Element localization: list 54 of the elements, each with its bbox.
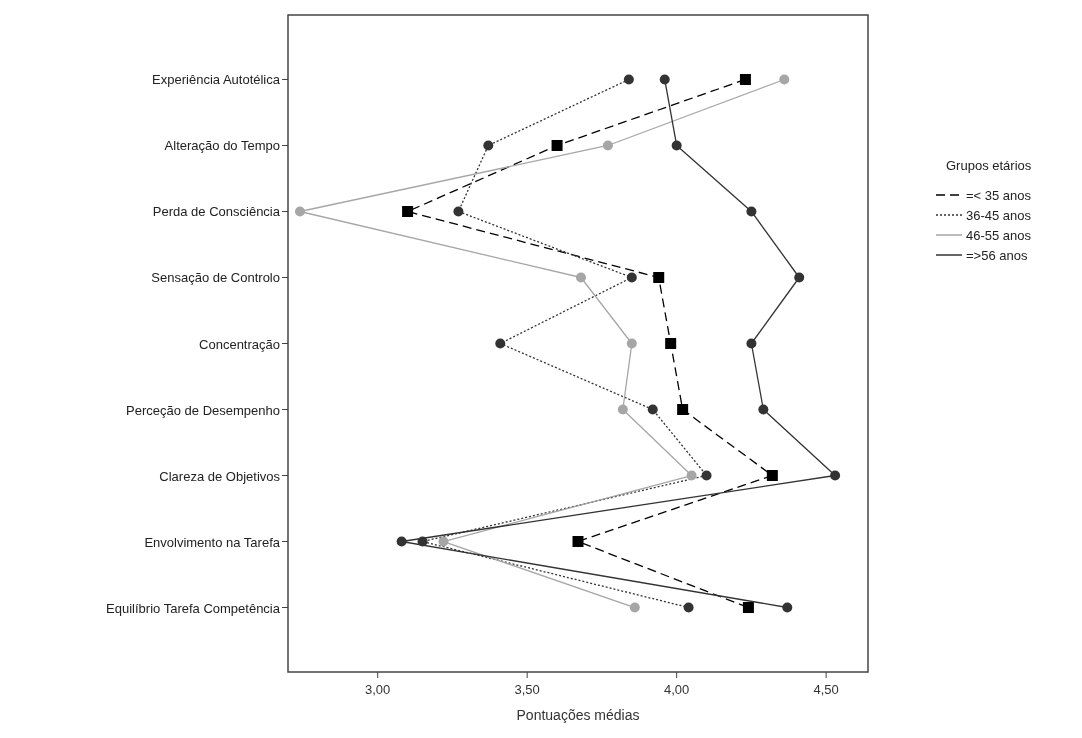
point bbox=[626, 338, 637, 349]
point bbox=[766, 470, 778, 482]
y-tick-label: Concentração bbox=[199, 336, 280, 352]
point bbox=[402, 205, 414, 217]
point bbox=[572, 536, 584, 548]
point bbox=[653, 272, 665, 283]
point bbox=[602, 140, 613, 151]
point bbox=[659, 74, 670, 85]
point bbox=[742, 602, 754, 614]
point bbox=[746, 206, 757, 217]
point bbox=[686, 470, 697, 481]
point bbox=[830, 470, 841, 481]
y-tick-label: Alteração do Tempo bbox=[164, 138, 280, 154]
y-tick-label: Experiência Autotélica bbox=[152, 72, 281, 88]
point bbox=[623, 74, 634, 85]
point bbox=[575, 272, 586, 283]
legend-label: 36-45 anos bbox=[966, 208, 1032, 223]
point bbox=[671, 140, 682, 151]
x-tick-label: 3,50 bbox=[514, 682, 540, 697]
point bbox=[758, 404, 769, 415]
point bbox=[438, 536, 449, 547]
point bbox=[396, 536, 407, 547]
x-tick-label: 4,50 bbox=[813, 682, 839, 697]
point bbox=[794, 272, 805, 283]
y-tick-label: Sensação de Controlo bbox=[151, 270, 280, 286]
point bbox=[495, 338, 506, 349]
point bbox=[551, 139, 563, 151]
x-axis-title: Pontuações médias bbox=[516, 707, 640, 723]
point bbox=[746, 338, 757, 349]
y-tick-label: Clareza de Objetivos bbox=[159, 468, 281, 484]
point bbox=[701, 470, 712, 481]
point bbox=[626, 272, 637, 283]
point bbox=[617, 404, 628, 415]
point bbox=[629, 602, 640, 613]
legend-title: Grupos etários bbox=[946, 158, 1032, 173]
y-tick-label: Perda de Consciência bbox=[152, 204, 281, 220]
legend-label: 46-55 anos bbox=[966, 228, 1032, 243]
legend-label: =< 35 anos bbox=[966, 188, 1032, 203]
legend-label: =>56 anos bbox=[966, 248, 1028, 263]
point bbox=[683, 602, 694, 613]
y-tick-label: Equilíbrio Tarefa Competência bbox=[106, 600, 281, 616]
point bbox=[739, 73, 751, 85]
point bbox=[294, 206, 305, 217]
x-tick-label: 3,00 bbox=[365, 682, 391, 697]
point bbox=[779, 74, 790, 85]
point bbox=[483, 140, 494, 151]
y-tick-label: Envolvimento na Tarefa bbox=[144, 534, 281, 550]
point bbox=[647, 404, 658, 415]
point bbox=[677, 404, 689, 415]
point bbox=[665, 338, 677, 349]
point bbox=[782, 602, 793, 613]
x-tick-label: 4,00 bbox=[664, 682, 690, 697]
y-tick-label: Perceção de Desempenho bbox=[126, 402, 280, 418]
point bbox=[453, 206, 464, 217]
